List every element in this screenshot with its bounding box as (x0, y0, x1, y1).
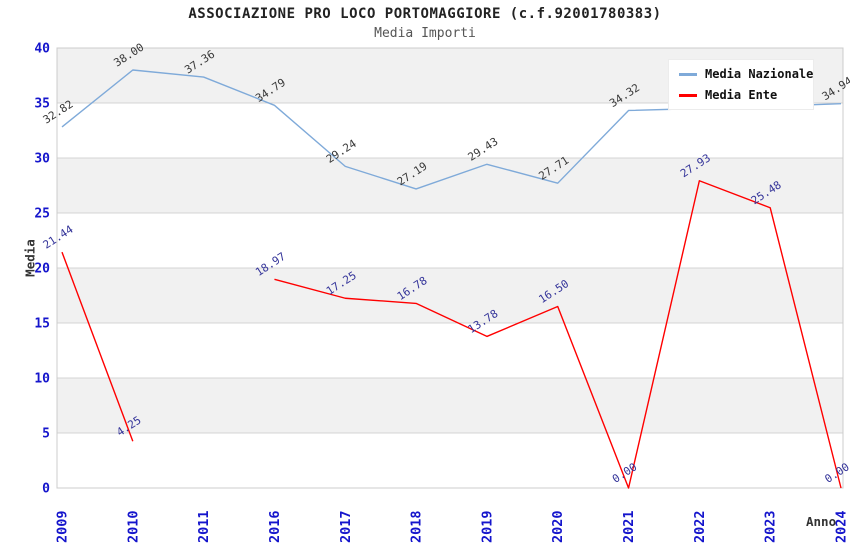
chart-subtitle: Media Importi (374, 26, 476, 41)
y-tick-label: 40 (34, 42, 50, 57)
series-line-media-ente (274, 180, 842, 489)
plot-band (57, 433, 843, 488)
legend-item-media-nazionale: Media Nazionale (679, 67, 813, 81)
y-tick-label: 0 (42, 482, 50, 497)
plot-band (57, 103, 843, 158)
chart-title: ASSOCIAZIONE PRO LOCO PORTOMAGGIORE (c.f… (188, 6, 662, 22)
x-tick-label: 2016 (267, 510, 283, 543)
x-tick-label: 2018 (409, 510, 425, 543)
x-tick-label: 2020 (550, 510, 566, 543)
plot-border (56, 47, 844, 489)
x-axis-title: Anno (806, 514, 837, 529)
y-axis-title: Media (22, 239, 38, 277)
x-tick-label: 2011 (196, 510, 212, 543)
plot-band (57, 158, 843, 213)
y-tick-label: 25 (34, 207, 50, 222)
y-tick-label: 30 (34, 152, 50, 167)
y-tick-label: 10 (34, 372, 50, 387)
legend-label-media-nazionale: Media Nazionale (705, 67, 814, 81)
plot-band (57, 323, 843, 378)
plot-band (57, 268, 843, 323)
legend-label-media-ente: Media Ente (705, 88, 778, 102)
x-tick-label: 2024 (834, 510, 850, 543)
y-tick-label: 5 (42, 427, 50, 442)
legend-line-swatch-media-nazionale-icon (679, 72, 697, 76)
series-line-media-ente (61, 251, 134, 442)
x-tick-label: 2022 (692, 510, 708, 543)
x-tick-label: 2019 (479, 510, 495, 543)
legend-item-media-ente: Media Ente (679, 88, 803, 102)
x-tick-label: 2010 (125, 510, 141, 543)
x-tick-label: 2021 (621, 510, 637, 543)
y-tick-label: 35 (34, 97, 50, 112)
legend-line-swatch-media-ente-icon (679, 93, 697, 97)
x-tick-label: 2017 (338, 510, 354, 543)
plot-band (57, 213, 843, 268)
y-tick-label: 20 (34, 262, 50, 277)
x-tick-label: 2023 (763, 510, 779, 543)
legend: Media Nazionale Media Ente (668, 59, 814, 110)
y-tick-label: 15 (34, 317, 50, 332)
x-tick-label: 2009 (55, 510, 71, 543)
plot-band (57, 378, 843, 433)
